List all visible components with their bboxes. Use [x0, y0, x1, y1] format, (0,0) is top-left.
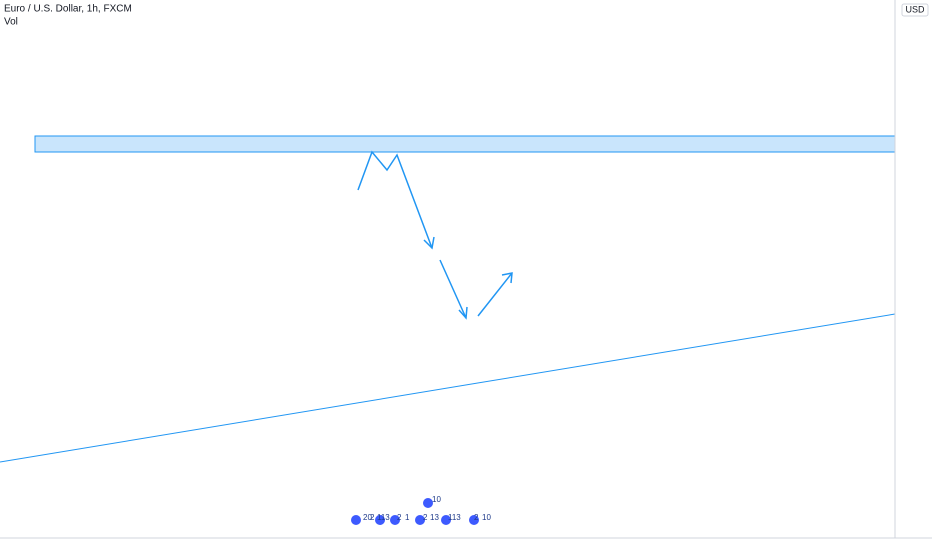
arrow-path [477, 272, 513, 317]
event-icon [415, 515, 425, 525]
price-axis [895, 0, 932, 538]
chart-title: Euro / U.S. Dollar, 1h, FXCM [4, 4, 132, 15]
currency-box [901, 3, 929, 17]
event: 10 [482, 513, 491, 522]
event: 13 [430, 513, 439, 522]
event-icon [390, 515, 400, 525]
event-icon [469, 515, 479, 525]
projection [357, 150, 513, 320]
event-icon [441, 515, 451, 525]
event-icon [375, 515, 385, 525]
event: 2 [423, 513, 428, 522]
event: 113 [377, 513, 390, 522]
event: 2 [397, 513, 402, 522]
arrow-path [439, 259, 467, 319]
arrow-head [501, 272, 513, 284]
trend-line [0, 313, 896, 463]
events: 20 2 113 2 1 2 13 113 2 10 10 [351, 495, 491, 525]
event: 2 [370, 513, 375, 522]
event: 113 [448, 513, 461, 522]
event: 2 [474, 513, 479, 522]
arrow-path [357, 150, 433, 249]
zone [34, 135, 896, 153]
volume-label: Vol [4, 17, 18, 28]
event: 10 [432, 495, 441, 504]
arrow-head [423, 236, 435, 250]
event-icon [351, 515, 361, 525]
event: 20 [363, 513, 372, 522]
event-icon [423, 498, 433, 508]
arrow-head [458, 306, 468, 320]
event: 1 [405, 513, 410, 522]
currency: USD [905, 4, 925, 14]
